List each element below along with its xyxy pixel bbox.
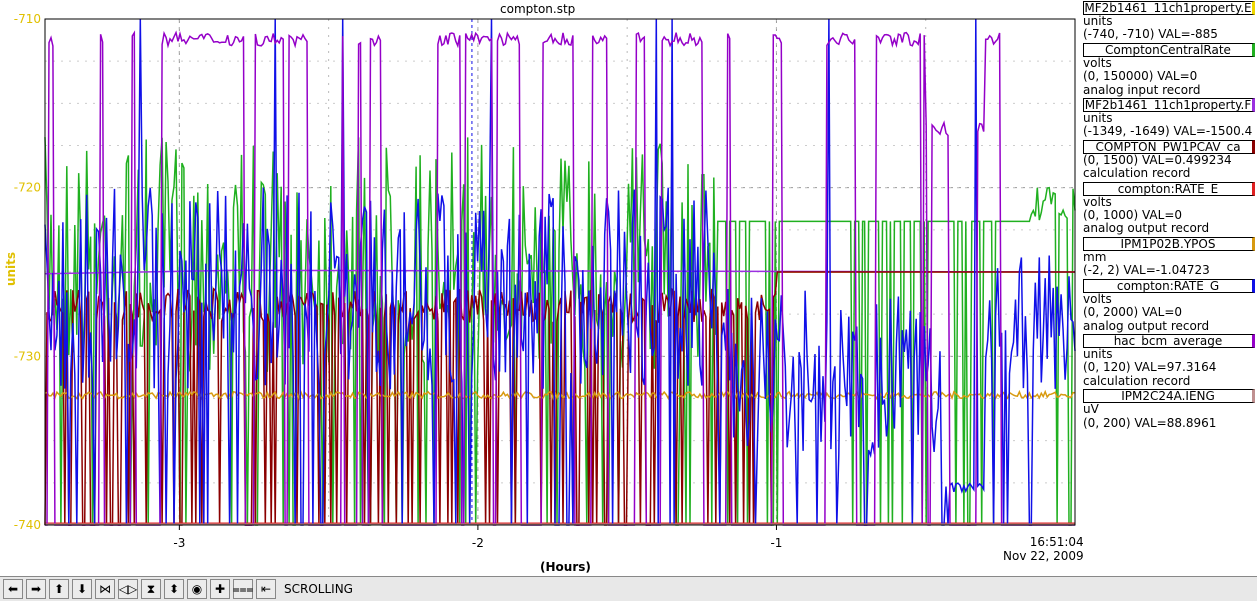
legend-range: (0, 1500) VAL=0.499234: [1083, 152, 1232, 167]
legend-range: (0, 120) VAL=97.3164: [1083, 360, 1217, 375]
legend-range: (0, 200) VAL=88.8961: [1083, 415, 1217, 430]
end-timestamp: 16:51:04 Nov 22, 2009: [1003, 535, 1084, 563]
reset-icon: ⩶: [232, 581, 254, 596]
x-tick-label: -1: [770, 536, 782, 550]
legend-units: uV: [1083, 402, 1099, 417]
legend-entry-1[interactable]: ComptonCentralRate: [1083, 42, 1255, 57]
legend-units: mm: [1083, 249, 1107, 264]
add-button[interactable]: ✚: [210, 579, 230, 599]
arrow-up-icon: ⬆: [53, 582, 65, 596]
legend-desc: calculation record: [1083, 373, 1191, 388]
chart-title: compton.stp: [500, 2, 576, 16]
legend: MF2b1461_11ch1property.E units (-740, -710…: [1083, 0, 1255, 430]
legend-range: (0, 1000) VAL=0: [1083, 208, 1183, 223]
legend-units: units: [1083, 111, 1113, 126]
scroll-mode-icon: ⇤: [260, 582, 272, 596]
y-tick-label: -730: [14, 349, 41, 363]
scroll-mode-button[interactable]: ⇤: [256, 579, 276, 599]
auto-scale-icon: ◉: [191, 582, 203, 596]
axis-layer: -3 -2 -1 -710 -720 -730 -740: [14, 12, 1076, 550]
y-tick-label: -740: [14, 518, 41, 532]
zoom-in-vertical-icon: ⧗: [146, 581, 156, 596]
arrow-down-icon: ⬇: [76, 582, 88, 596]
zoom-in-vertical-button[interactable]: ⧗: [141, 579, 161, 599]
end-date: Nov 22, 2009: [1003, 549, 1084, 563]
series-line-6: [44, 18, 1076, 526]
legend-range: (0, 150000) VAL=0: [1083, 69, 1198, 84]
legend-range: (-1349, -1649) VAL=-1500.4: [1083, 124, 1253, 139]
arrow-up-button[interactable]: ⬆: [49, 579, 69, 599]
zoom-out-vertical-button[interactable]: ⬍: [164, 579, 184, 599]
legend-units: volts: [1083, 291, 1112, 306]
arrow-left-icon: ⬅: [7, 582, 19, 596]
zoom-in-horizontal-button[interactable]: ⋈: [95, 579, 115, 599]
legend-units: units: [1083, 14, 1113, 28]
legend-entry-3[interactable]: COMPTON_PW1PCAV_ca: [1083, 139, 1255, 154]
legend-entry-8[interactable]: IPM2C24A.IENG: [1083, 389, 1255, 404]
toolbar: ⬅ ➡ ⬆ ⬇ ⋈ ◁▷ ⧗ ⬍ ◉ ✚ ⩶ ⇤ SCROLLING: [0, 576, 1257, 601]
legend-desc: analog input record: [1083, 82, 1201, 97]
x-tick-label: -2: [472, 536, 484, 550]
y-tick-label: -720: [14, 181, 41, 195]
legend-range: (-740, -710) VAL=-885: [1083, 27, 1218, 42]
legend-units: volts: [1083, 194, 1112, 209]
arrow-right-button[interactable]: ➡: [26, 579, 46, 599]
arrow-down-button[interactable]: ⬇: [72, 579, 92, 599]
legend-units: volts: [1083, 55, 1112, 70]
reset-button[interactable]: ⩶: [233, 579, 253, 599]
legend-entry-7[interactable]: hac_bcm_average: [1083, 333, 1255, 348]
x-tick-label: -3: [173, 536, 185, 550]
zoom-out-horizontal-button[interactable]: ◁▷: [118, 579, 138, 599]
legend-entry-2[interactable]: MF2b1461_11ch1property.F: [1083, 98, 1255, 113]
scroll-mode-label: SCROLLING: [284, 582, 353, 596]
auto-scale-button[interactable]: ◉: [187, 579, 207, 599]
end-time: 16:51:04: [1029, 535, 1084, 549]
plot-frame: [44, 18, 1076, 526]
zoom-out-horizontal-icon: ◁▷: [118, 582, 138, 596]
series-line-7: [45, 30, 1075, 526]
legend-entry-6[interactable]: compton:RATE_G: [1083, 278, 1255, 293]
legend-entry-0[interactable]: MF2b1461_11ch1property.E: [1083, 1, 1255, 15]
zoom-out-vertical-icon: ⬍: [168, 582, 180, 596]
legend-range: (0, 2000) VAL=0: [1083, 305, 1183, 320]
series-layer: [44, 18, 1076, 526]
legend-desc: analog output record: [1083, 221, 1210, 236]
zoom-in-horizontal-icon: ⋈: [99, 582, 111, 596]
legend-range: (-2, 2) VAL=-1.04723: [1083, 263, 1210, 278]
legend-entry-4[interactable]: compton:RATE_E: [1083, 181, 1255, 196]
legend-desc: analog output record: [1083, 318, 1210, 333]
add-icon: ✚: [214, 582, 226, 596]
series-line-3: [44, 271, 1075, 526]
arrow-left-button[interactable]: ⬅: [3, 579, 23, 599]
legend-units: units: [1083, 346, 1113, 361]
stripchart-plot[interactable]: -3 -2 -1 -710 -720 -730 -740: [0, 0, 1080, 575]
legend-desc: calculation record: [1083, 166, 1191, 181]
legend-entry-5[interactable]: IPM1P02B.YPOS: [1083, 236, 1255, 251]
arrow-right-icon: ➡: [30, 582, 42, 596]
y-tick-label: -710: [14, 12, 41, 26]
x-axis-label: (Hours): [540, 560, 591, 574]
